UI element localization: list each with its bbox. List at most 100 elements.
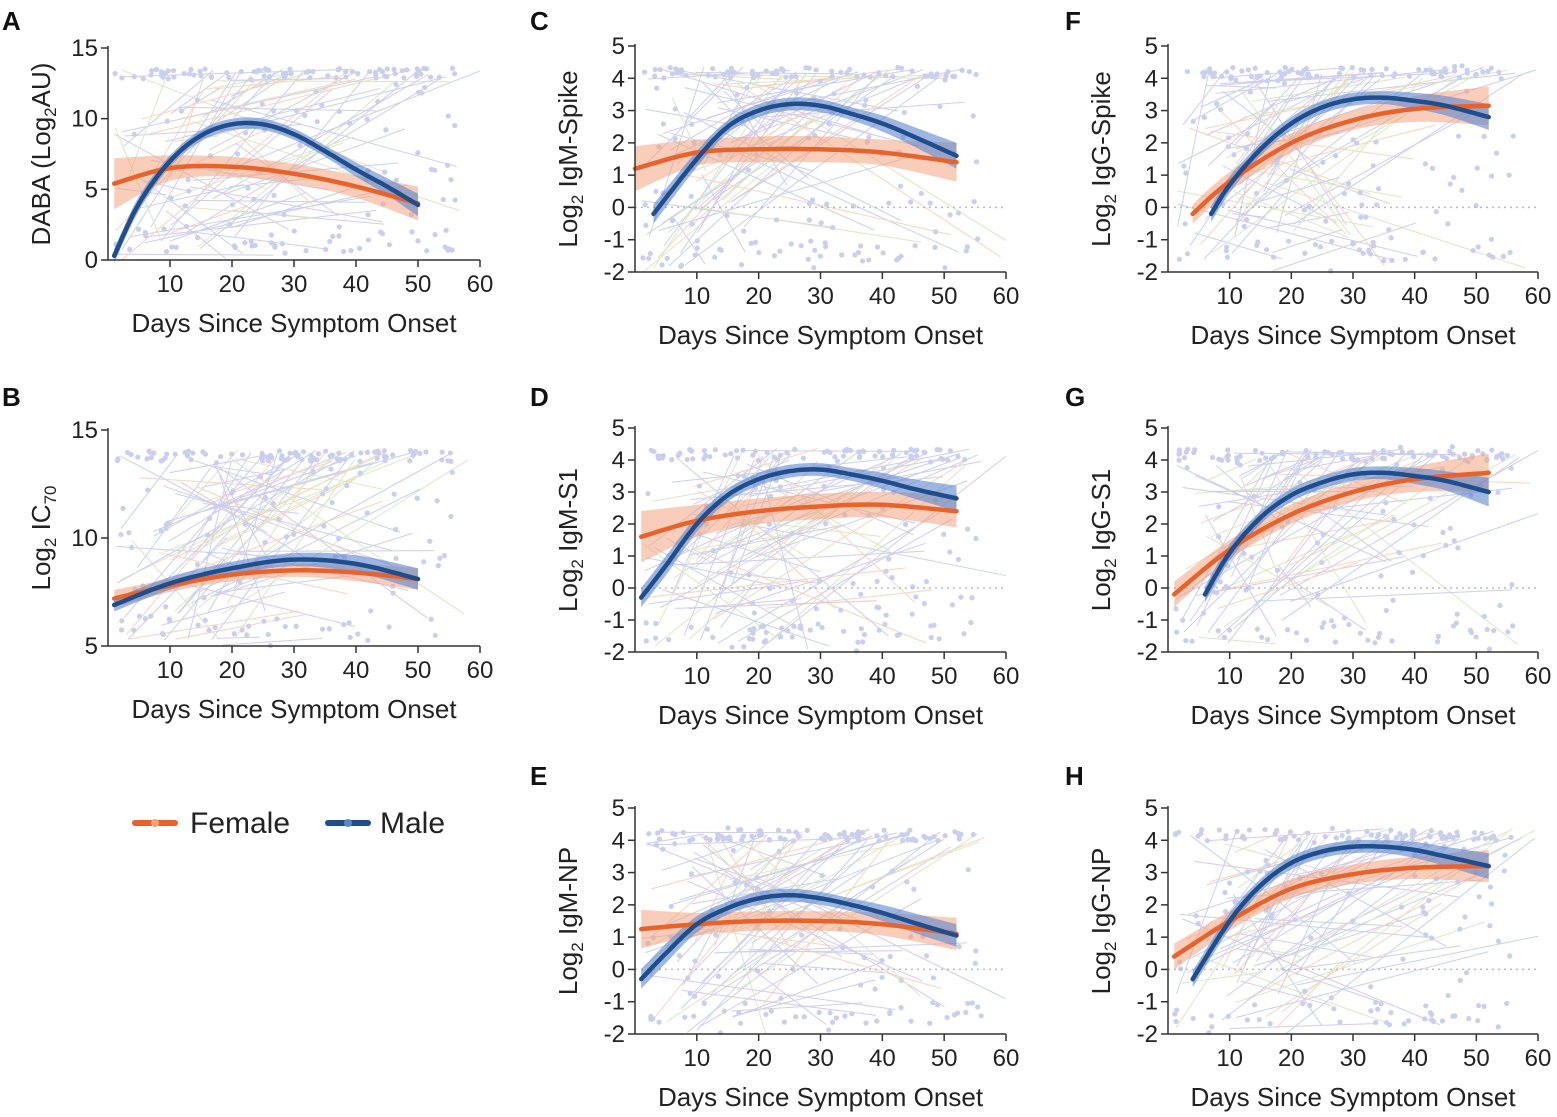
raw-trajectory [1198,636,1277,645]
raw-point [829,68,835,74]
raw-point [336,536,342,542]
raw-point [407,448,414,454]
raw-point [136,613,143,619]
raw-point [788,74,795,80]
raw-point [347,634,353,640]
raw-point [861,955,868,961]
raw-point [749,833,755,839]
raw-trajectory [211,465,273,476]
raw-point [660,846,666,852]
raw-point [793,74,799,80]
raw-point [876,70,882,77]
raw-point [720,836,726,842]
raw-point [231,631,237,637]
raw-trajectory [645,833,705,844]
raw-point [442,244,448,250]
raw-point [831,91,837,97]
raw-point [1264,69,1270,76]
raw-trajectory [1208,102,1275,166]
raw-trajectory [123,70,214,147]
raw-point [373,75,379,81]
raw-point [836,832,843,838]
raw-trajectory [1222,90,1321,168]
raw-point [715,831,721,838]
raw-point [782,836,788,843]
raw-trajectory [650,975,896,1011]
raw-point [882,621,888,627]
raw-point [1296,837,1302,843]
raw-trajectory [1212,542,1443,593]
raw-trajectory [191,488,420,604]
raw-trajectory [697,534,821,573]
raw-point [1375,1006,1381,1012]
raw-point [446,246,452,252]
raw-point [672,106,678,112]
raw-point [357,458,363,464]
raw-point [1368,72,1374,78]
male-fit-line [111,120,421,259]
raw-point [648,1013,654,1020]
raw-point [886,200,892,206]
raw-point [1363,214,1369,220]
raw-point [970,113,976,119]
raw-point [434,498,440,504]
raw-point [1228,75,1234,81]
y-tick-label: 3 [612,860,625,887]
raw-point [692,252,698,258]
raw-trajectory [170,74,225,115]
y-tick-label: 2 [612,511,625,538]
raw-point [1507,953,1513,959]
raw-point [283,534,289,540]
raw-point [763,68,769,74]
raw-point [764,449,770,456]
raw-point [423,449,429,455]
raw-point [231,243,238,249]
raw-point [923,835,929,841]
raw-point [958,594,964,600]
raw-point [909,611,915,617]
raw-point [806,217,813,223]
raw-point [410,452,416,459]
raw-point [343,74,349,80]
raw-trajectory [721,74,937,85]
raw-point [1247,89,1254,95]
raw-point [678,67,685,73]
raw-trajectory [764,589,932,609]
raw-point [1416,66,1422,73]
male-fit-line [1202,470,1491,597]
raw-point [793,1014,799,1020]
raw-point [1399,836,1405,842]
raw-point [673,66,679,72]
raw-point [131,74,137,80]
y-axis-title: DABA (Log2AU) [26,63,60,246]
raw-point [427,538,433,544]
raw-point [310,468,316,474]
panel-letter: E [530,761,547,791]
raw-point [148,454,154,461]
raw-point [777,484,783,490]
raw-trajectory [1266,72,1516,102]
raw-point [172,451,178,457]
raw-point [746,572,752,578]
raw-trajectory [675,600,877,609]
raw-point [1341,191,1347,197]
raw-trajectory [757,454,916,603]
fit-series [1171,839,1491,988]
raw-point [1286,238,1292,244]
y-tick-label: 1 [1145,924,1158,951]
raw-trajectory [1206,84,1277,89]
raw-point [690,456,696,462]
fit-series [1190,86,1491,224]
raw-point [834,458,841,464]
x-tick-label: 30 [807,1045,834,1072]
fit-series [638,463,959,608]
raw-point [784,450,790,456]
raw-point [779,625,785,631]
raw-point [672,841,678,847]
raw-point [819,624,825,631]
raw-point [755,72,761,78]
raw-point [1371,449,1377,455]
fit-series [111,552,421,612]
raw-point [365,637,371,643]
legend-male-marker [344,819,352,827]
